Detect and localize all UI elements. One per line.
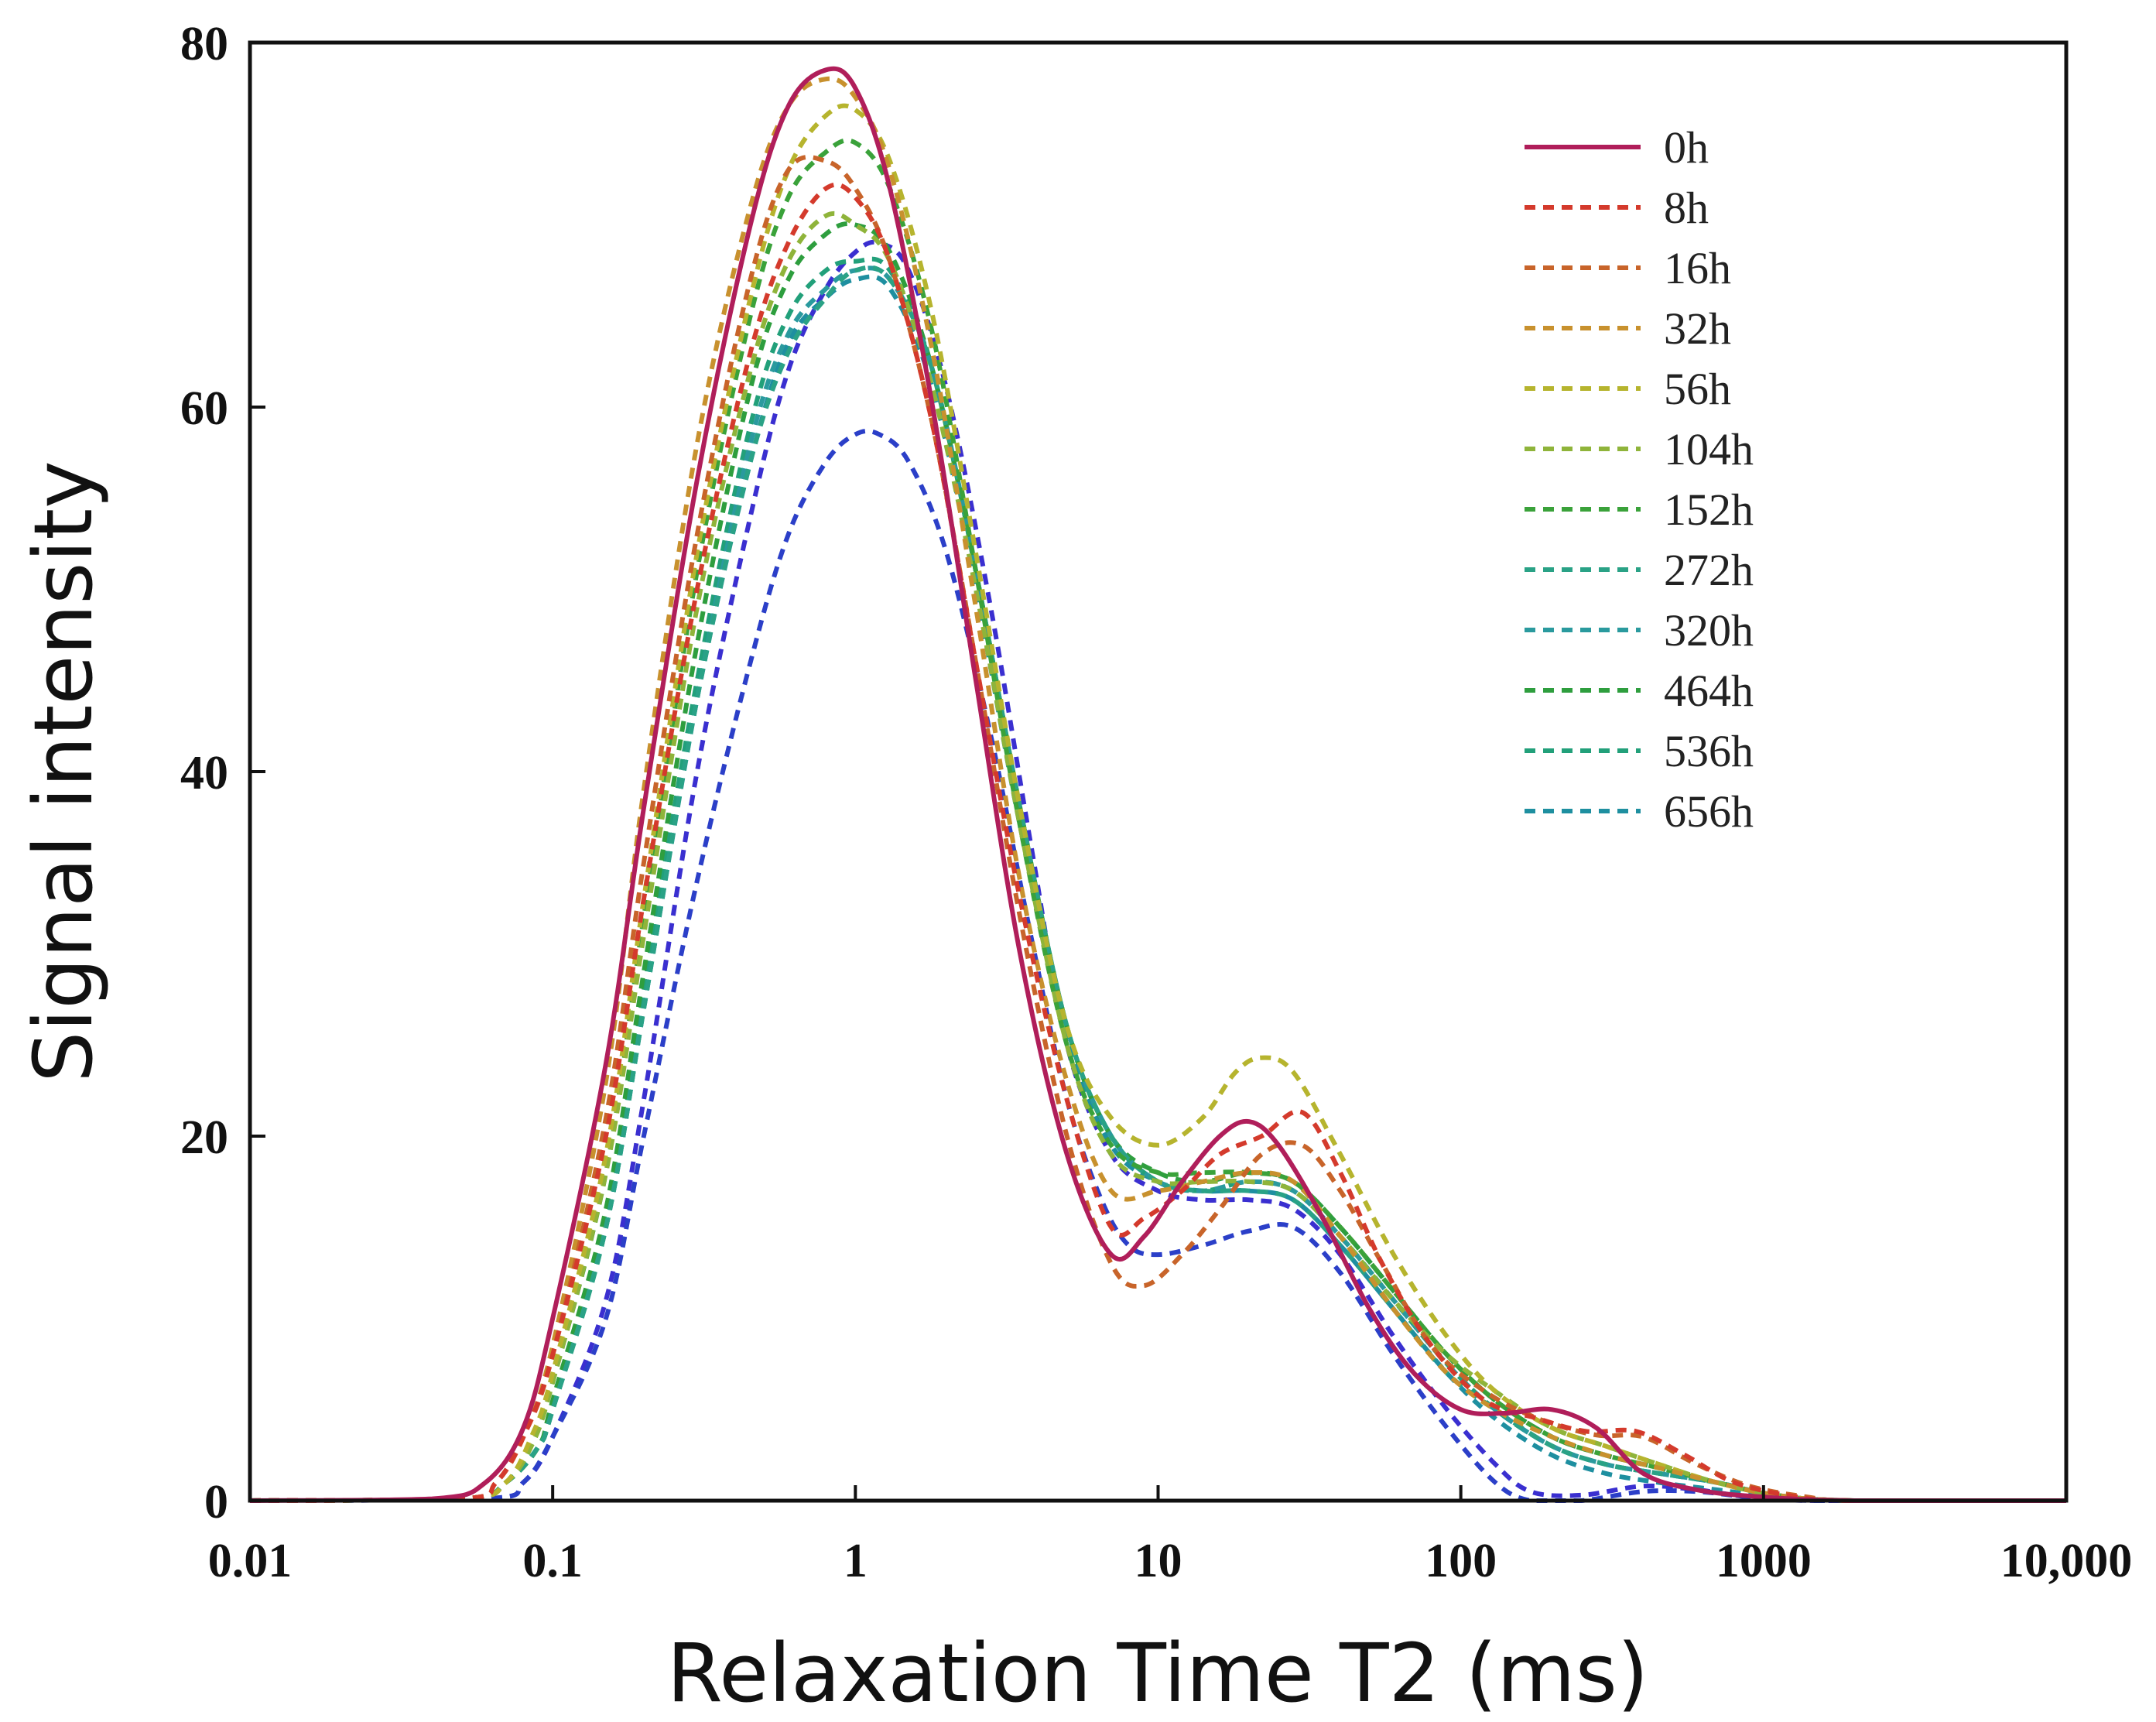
legend-label-0h: 0h — [1664, 122, 1709, 173]
legend-label-8h: 8h — [1664, 183, 1709, 233]
series-line-56h — [249, 103, 2066, 1504]
x-tick-label: 10 — [1134, 1535, 1182, 1587]
legend-label-464h: 464h — [1664, 666, 1754, 716]
x-tick-label: 1000 — [1716, 1535, 1812, 1587]
series-line-104h — [249, 211, 2066, 1504]
x-tick-label: 0.01 — [208, 1535, 293, 1587]
series-layer — [249, 66, 2066, 1504]
x-tick-label: 100 — [1425, 1535, 1497, 1587]
legend: 0h 8h 16h 32h 56h 104h 152h 272h 320h 464h 536h 656… — [1525, 122, 1754, 837]
y-tick-label: 40 — [180, 747, 228, 799]
legend-label-32h: 32h — [1664, 303, 1731, 354]
x-tick-label: 0.1 — [522, 1535, 583, 1587]
legend-label-536h: 536h — [1664, 726, 1754, 776]
x-tick-label: 10,000 — [2000, 1535, 2133, 1587]
y-tick-label: 80 — [180, 18, 228, 70]
y-tick-label: 0 — [204, 1476, 228, 1529]
legend-label-56h: 56h — [1664, 364, 1731, 414]
legend-label-104h: 104h — [1664, 424, 1754, 474]
y-tick-label: 20 — [180, 1111, 228, 1164]
legend-label-152h: 152h — [1664, 484, 1754, 535]
x-tick-label: 1 — [844, 1535, 868, 1587]
legend-label-272h: 272h — [1664, 545, 1754, 595]
series-line-8h — [249, 182, 2066, 1504]
legend-label-320h: 320h — [1664, 605, 1754, 656]
axis-layer: 0.01 0.1 1 10 100 1000 10,000 0 20 40 60 80 — [180, 18, 2132, 1587]
legend-label-16h: 16h — [1664, 243, 1731, 293]
legend-label-656h: 656h — [1664, 786, 1754, 837]
y-axis-title: Signal intensity — [16, 460, 111, 1082]
y-tick-label: 60 — [180, 382, 228, 435]
x-axis-title: Relaxation Time T2 (ms) — [667, 1626, 1649, 1720]
series-line-32h — [249, 76, 2066, 1504]
series-line-unlabeled-13 — [249, 239, 2066, 1504]
series-line-0h — [249, 66, 2066, 1504]
